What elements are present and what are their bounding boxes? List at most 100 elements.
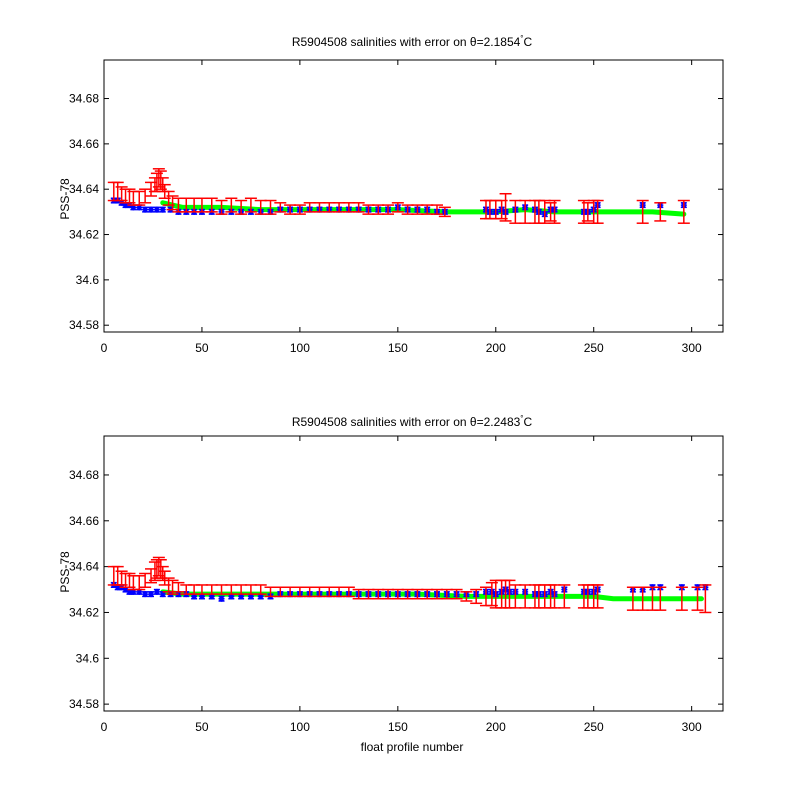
calibrated-marker [257,593,264,600]
calibrated-marker [191,593,198,600]
mapped-salinity-line [160,589,704,602]
x-tick-label: 0 [101,720,108,734]
y-tick-label: 34.62 [69,228,99,242]
x-tick-label: 200 [486,341,506,355]
calibrated-marker [159,591,166,598]
raw-salinity-point [450,588,463,600]
calibrated-marker [126,588,133,595]
y-tick-label: 34.58 [69,697,99,711]
calibrated-salinity-point [218,595,225,602]
x-axis-label-2: float profile number [361,740,464,754]
calibrated-marker [153,206,160,213]
y-tick-label: 34.62 [69,605,99,619]
raw-salinity-point [205,197,218,213]
chart-panel-2: R5904508 salinities with error on θ=2.24… [58,414,724,754]
calibrated-marker [130,204,137,211]
calibrated-marker [198,593,205,600]
raw-salinity-point [293,204,306,215]
raw-salinity-point [382,204,395,215]
calibrated-salinity-point [153,588,160,595]
y-tick-label: 34.66 [69,514,99,528]
raw-salinity-point [391,202,404,213]
calibrated-marker [114,584,121,591]
calibrated-marker [153,588,160,595]
calibrated-salinity-point [148,591,155,598]
y-tick-label: 34.6 [76,651,100,665]
chart-title-1: R5904508 salinities with error on θ=2.18… [292,34,533,49]
raw-salinity-point [558,584,571,609]
chart-panel-1: R5904508 salinities with error on θ=2.18… [58,34,724,355]
y-axis-label-1: PSS-78 [58,178,72,220]
raw-salinity-point [581,202,594,222]
axes-box [103,59,724,333]
x-tick-label: 300 [682,341,702,355]
chart-title-2: R5904508 salinities with error on θ=2.24… [292,414,533,429]
raw-salinity-point [235,199,248,215]
x-tick-label: 250 [584,341,604,355]
x-tick-label: 100 [290,720,310,734]
raw-salinity-point [591,199,604,224]
calibrated-marker [142,206,149,213]
x-tick-label: 0 [101,341,108,355]
data-layer [107,168,690,224]
raw-salinity-point [264,199,277,215]
raw-salinity-point [691,586,704,611]
raw-salinity-point [548,199,561,224]
raw-salinity-point [699,584,712,614]
axes-box [103,435,724,712]
calibrated-salinity-point [148,206,155,213]
calibrated-marker [136,204,143,211]
raw-salinity-point [591,584,604,609]
x-tick-label: 300 [682,720,702,734]
raw-salinity-point [352,202,365,213]
calibrated-salinity-point [142,591,149,598]
raw-salinity-point [499,192,512,222]
y-tick-label: 34.64 [69,560,99,574]
y-tick-label: 34.68 [69,92,99,106]
raw-salinity-point [438,206,451,218]
y-tick-label: 34.58 [69,318,99,332]
calibrated-salinity-point [159,206,166,213]
calibrated-marker [148,206,155,213]
x-tick-label: 200 [486,720,506,734]
raw-salinity-point [172,581,185,593]
raw-salinity-point [654,586,667,611]
x-tick-label: 250 [584,720,604,734]
raw-salinity-point [274,202,287,213]
y-tick-label: 34.66 [69,137,99,151]
calibrated-marker [218,595,225,602]
raw-salinity-point [470,588,483,605]
calibrated-marker [142,591,149,598]
x-tick-label: 150 [388,720,408,734]
calibrated-marker [130,588,137,595]
raw-salinity-point [677,199,690,224]
raw-salinity-point [139,572,152,588]
raw-salinity-point [215,199,228,215]
calibrated-marker [228,593,235,600]
x-tick-label: 100 [290,341,310,355]
raw-salinity-point [460,591,473,602]
raw-salinity-point [654,202,667,222]
raw-salinity-point [342,586,355,598]
raw-salinity-point [431,204,444,215]
y-tick-label: 34.64 [69,182,99,196]
calibrated-marker [247,593,254,600]
calibrated-marker [148,591,155,598]
calibrated-marker [208,593,215,600]
raw-salinity-point [636,199,649,224]
calibrated-salinity-point [142,206,149,213]
calibrated-marker [136,588,143,595]
calibrated-marker [122,586,129,593]
calibrated-marker [159,206,166,213]
y-tick-label: 34.6 [76,273,100,287]
x-tick-label: 150 [388,341,408,355]
x-tick-label: 50 [195,341,209,355]
plot-area-1: 0 50 100 150 200 250 300 34.58 34.6 34.62 34.64 34.… [69,59,724,355]
calibrated-salinity-point [153,206,160,213]
calibrated-marker [238,593,245,600]
raw-salinity-point [244,197,257,213]
x-tick-label: 50 [195,720,209,734]
raw-salinity-point [675,586,688,611]
y-axis-label-2: PSS-78 [58,551,72,593]
